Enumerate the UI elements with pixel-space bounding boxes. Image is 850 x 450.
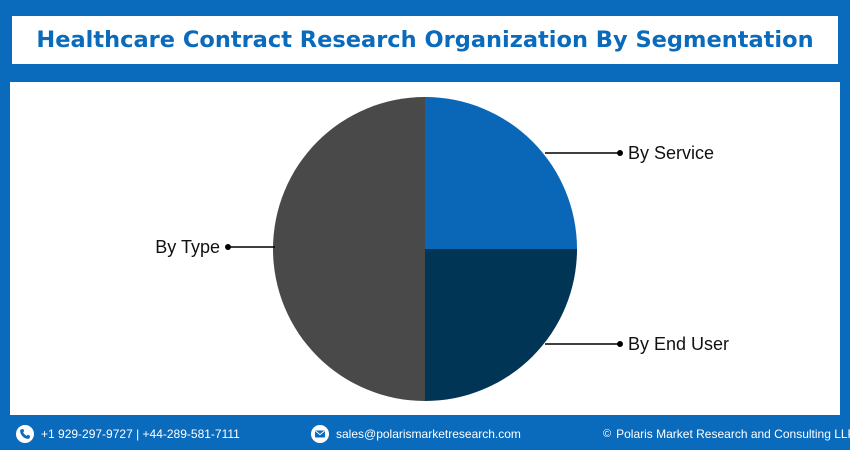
chart-area: By Service By End User By Type — [10, 82, 840, 415]
phone-numbers: +1 929-297-9727 | +44-289-581-7111 — [41, 427, 240, 441]
chart-title: Healthcare Contract Research Organizatio… — [36, 27, 814, 53]
slice-label: By Type — [155, 237, 220, 257]
callout-dot — [617, 341, 623, 347]
pie-slice-by-type — [273, 97, 425, 401]
pie-chart: By Service By End User By Type — [155, 97, 729, 401]
email-link[interactable]: sales@polarismarketresearch.com — [336, 427, 521, 441]
copyright-text: Polaris Market Research and Consulting L… — [616, 427, 850, 441]
pie-slice-by-end-user — [425, 249, 577, 401]
callout-dot — [617, 150, 623, 156]
phone-icon — [16, 425, 34, 443]
footer-phone: +1 929-297-9727 | +44-289-581-7111 — [16, 418, 240, 450]
pie-slice-by-service — [425, 97, 577, 249]
callout-dot — [225, 244, 231, 250]
envelope-icon — [311, 425, 329, 443]
footer-copyright: © Polaris Market Research and Consulting… — [603, 418, 850, 450]
footer-email: sales@polarismarketresearch.com — [311, 418, 521, 450]
title-box: Healthcare Contract Research Organizatio… — [12, 16, 838, 64]
slice-label: By End User — [628, 334, 729, 354]
footer: +1 929-297-9727 | +44-289-581-7111 sales… — [0, 418, 850, 450]
copyright-symbol: © — [603, 428, 612, 440]
slice-label: By Service — [628, 143, 714, 163]
